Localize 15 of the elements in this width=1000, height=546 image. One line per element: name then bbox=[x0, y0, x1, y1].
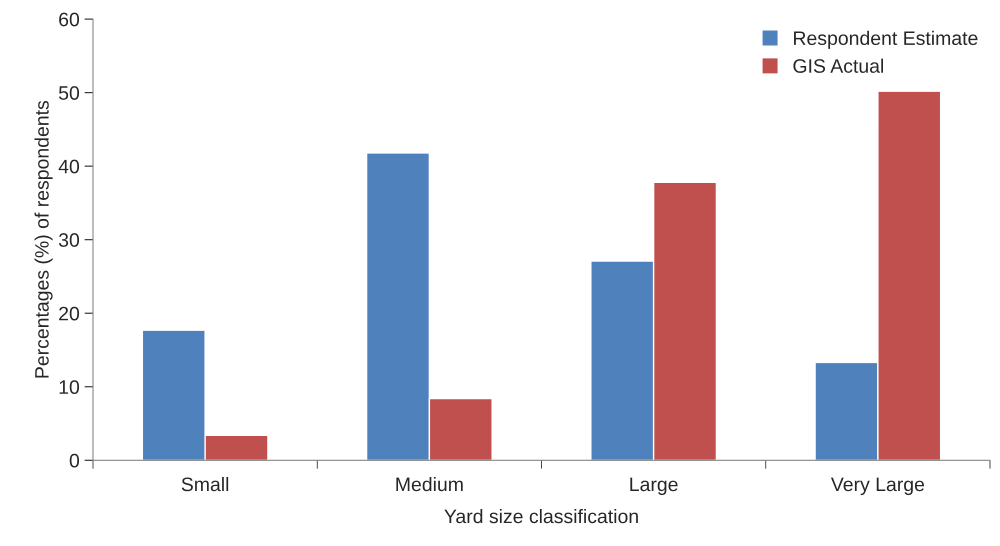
x-axis-title: Yard size classification bbox=[444, 508, 638, 524]
x-tick-label: Medium bbox=[396, 476, 463, 492]
y-tick-label: 50 bbox=[58, 86, 80, 100]
x-tick-label: Small bbox=[182, 476, 228, 492]
y-tick-label: 40 bbox=[58, 160, 80, 174]
y-tick-label: 30 bbox=[58, 233, 80, 247]
legend-label: GIS Actual bbox=[793, 58, 884, 73]
y-axis-title: Percentages (%) of respondents bbox=[34, 100, 53, 378]
y-tick-label: 60 bbox=[59, 12, 80, 26]
x-tick-label: Large bbox=[630, 478, 678, 496]
y-tick-label: 10 bbox=[60, 380, 80, 394]
y-tick-label: 20 bbox=[59, 306, 80, 320]
legend-label: Respondent Estimate bbox=[794, 30, 978, 49]
x-tick-label: Very Large bbox=[830, 478, 924, 496]
y-tick-label: 0 bbox=[70, 454, 80, 468]
